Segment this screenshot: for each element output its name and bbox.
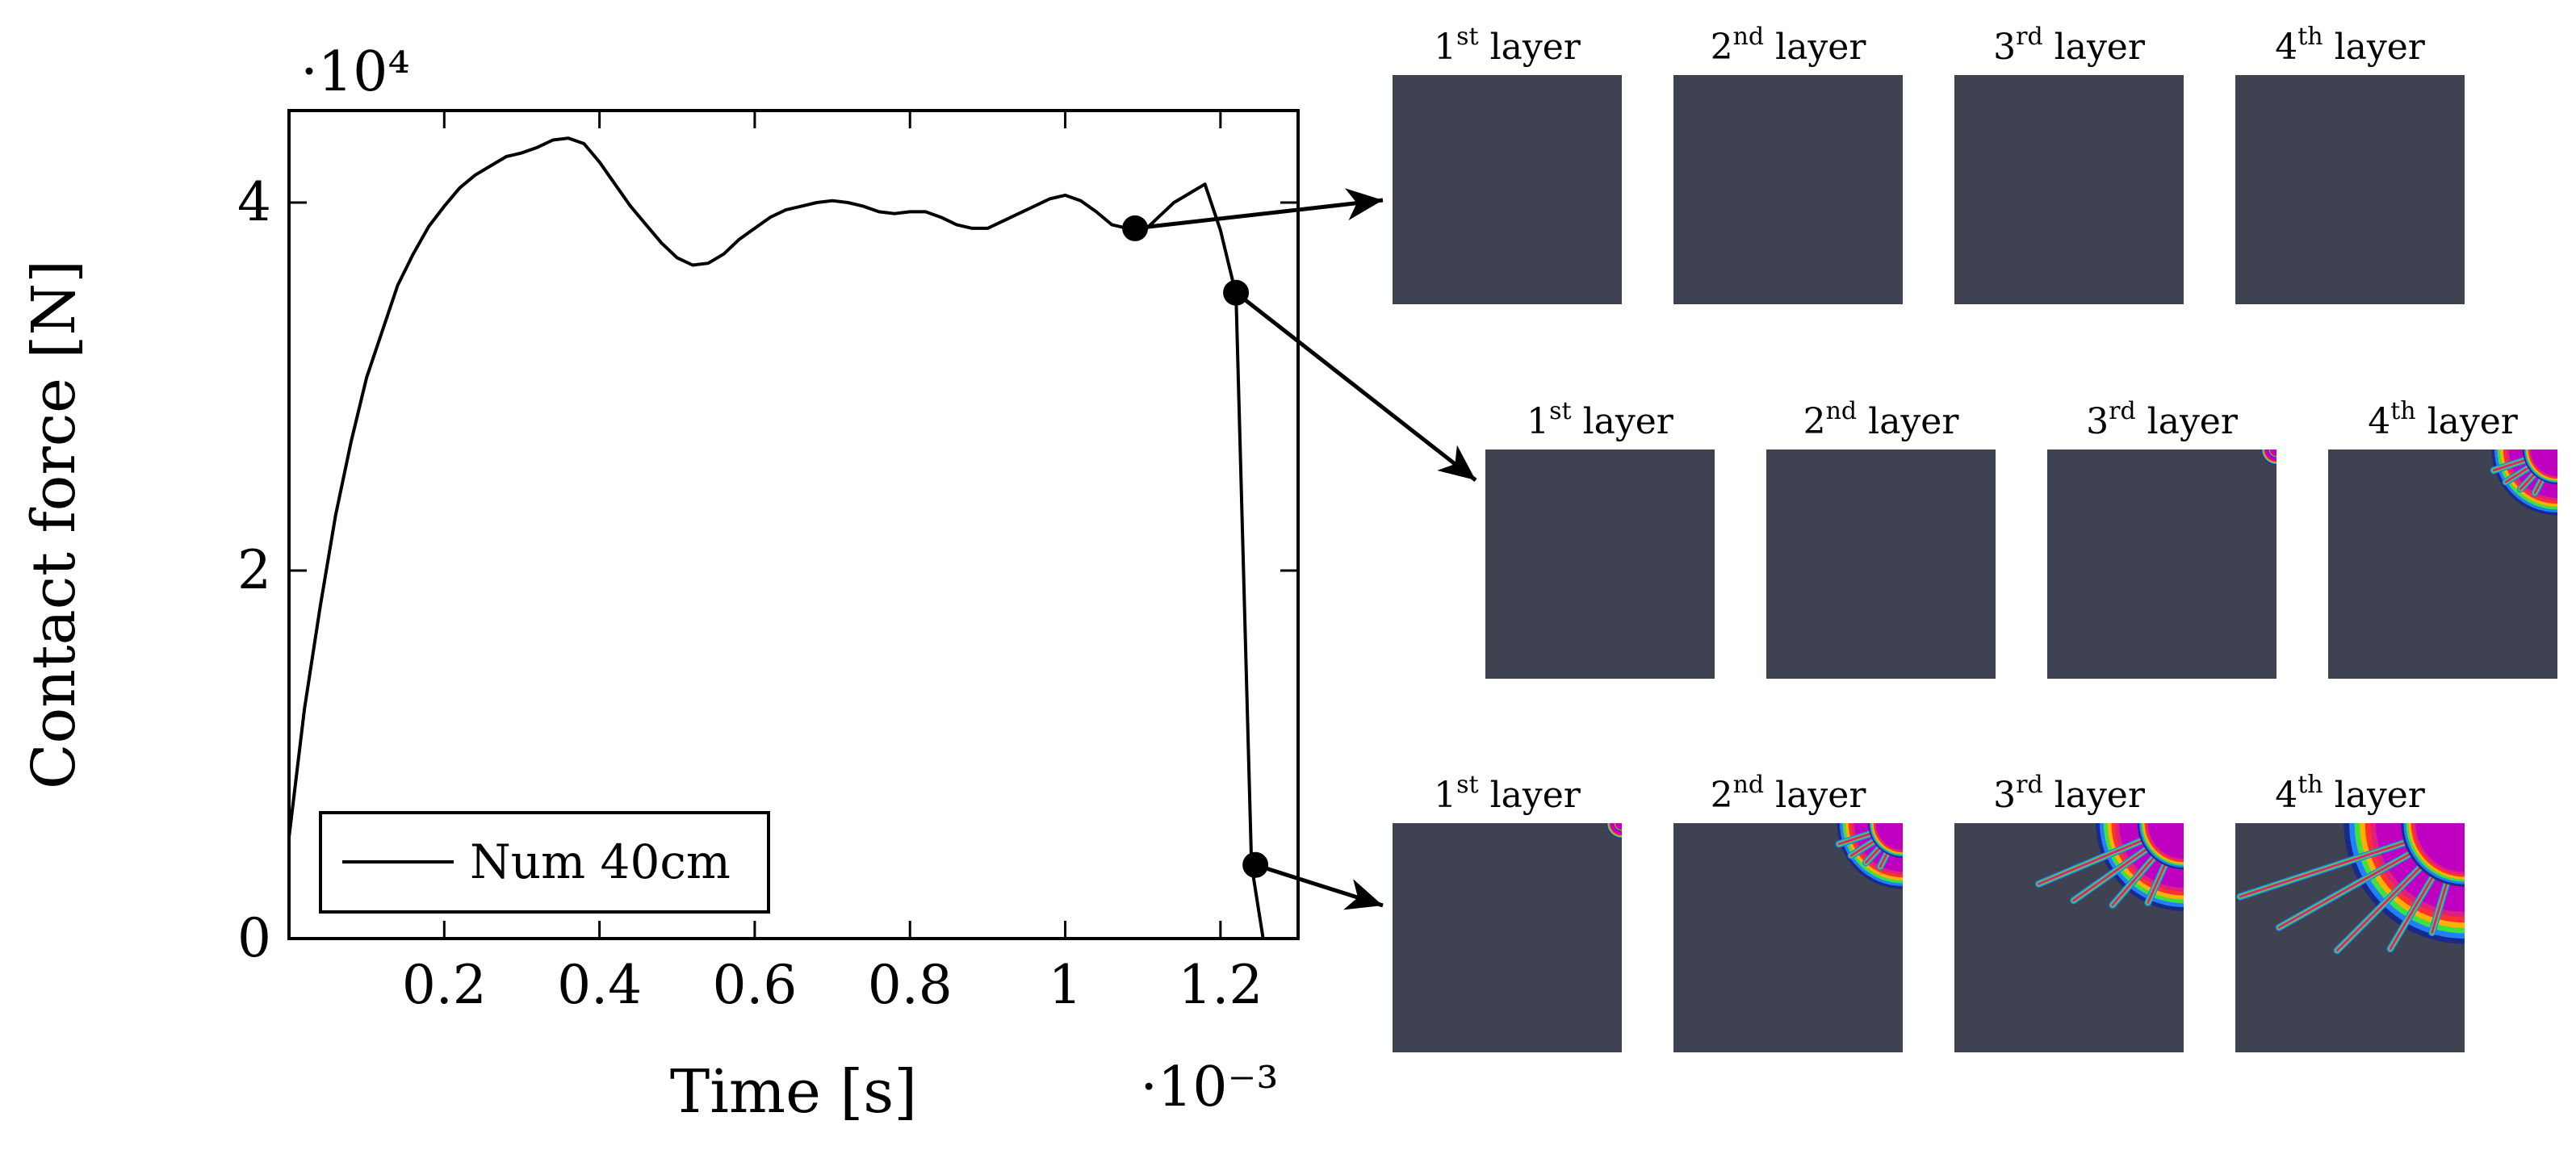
snapshot-arrow xyxy=(1254,863,1384,910)
y-axis-multiplier: ·10⁴ xyxy=(300,40,409,104)
layer-panel-background xyxy=(1393,75,1622,304)
snapshot-arrow xyxy=(1134,188,1384,231)
snapshot-arrows xyxy=(1134,188,1477,910)
damage-pattern xyxy=(2035,823,2184,911)
layer-panel: 2nd layer xyxy=(1673,23,1903,304)
snapshot-row-2: 1st layer 2nd layer 3rd layer 4th layer xyxy=(1485,397,2557,679)
snapshot-row-1: 1st layer 2nd layer 3rd layer 4th layer xyxy=(1393,23,2465,304)
layer-panel: 3rd layer xyxy=(1954,771,2184,1052)
layer-panel: 4th layer xyxy=(2235,23,2465,304)
damage-snapshots: 1st layer 2nd layer 3rd layer 4th layer1st … xyxy=(1393,23,2557,1052)
layer-panel: 3rd layer xyxy=(1954,23,2184,304)
layer-panel: 2nd layer xyxy=(1673,771,1903,1052)
contact-force-chart: 0 2 4 0.2 0.4 0.6 0.8 1 1.2 Contact force [N] T… xyxy=(19,40,1300,1127)
layer-panel: 4th layer xyxy=(2235,771,2465,1052)
snapshot-arrow xyxy=(1234,291,1477,482)
x-tick-label: 0.8 xyxy=(868,954,953,1016)
layer-panel-background xyxy=(1393,823,1622,1052)
x-tick-label: 0.4 xyxy=(557,954,642,1016)
x-tick-label: 0.2 xyxy=(402,954,487,1016)
x-axis-multiplier: ·10⁻³ xyxy=(1140,1056,1278,1119)
layer-panel-background xyxy=(2235,75,2465,304)
layer-panel-background xyxy=(1485,450,1715,679)
snapshot-row-3: 1st layer 2nd layer 3rd layer 4th layer xyxy=(1393,771,2465,1052)
series-line-num-40cm xyxy=(287,136,1265,939)
y-tick-label: 2 xyxy=(237,539,271,601)
layer-panel-title: 4th layer xyxy=(2368,397,2519,442)
layer-panel-title: 2nd layer xyxy=(1711,771,1867,816)
x-tick-label: 1 xyxy=(1049,954,1083,1016)
damage-pattern xyxy=(2236,823,2465,955)
y-tick-label: 4 xyxy=(237,171,271,233)
layer-panel-background xyxy=(1673,75,1903,304)
x-tick-label: 0.6 xyxy=(712,954,797,1016)
layer-panel-title: 4th layer xyxy=(2275,23,2426,68)
y-axis-ticks: 0 2 4 xyxy=(237,171,1298,969)
layer-panel-title: 3rd layer xyxy=(1993,23,2146,68)
damage-pattern xyxy=(2260,450,2277,466)
layer-panel-background xyxy=(2047,450,2277,679)
layer-panel-title: 1st layer xyxy=(1527,397,1674,442)
layer-panel-title: 2nd layer xyxy=(1803,397,1960,442)
y-tick-label: 0 xyxy=(237,907,271,969)
layer-panel-title: 2nd layer xyxy=(1711,23,1867,68)
x-axis-label: Time [s] xyxy=(670,1057,917,1127)
layer-panel-background xyxy=(1954,75,2184,304)
layer-panel: 2nd layer xyxy=(1766,397,1996,679)
layer-panel-title: 1st layer xyxy=(1434,771,1581,816)
layer-panel-title: 4th layer xyxy=(2275,771,2426,816)
layer-panel: 1st layer xyxy=(1393,23,1622,304)
x-tick-label: 1.2 xyxy=(1178,954,1263,1016)
damage-pattern xyxy=(2490,450,2557,516)
legend-entry-label: Num 40cm xyxy=(470,834,731,889)
damage-pattern xyxy=(1606,823,1622,839)
layer-panel: 1st layer xyxy=(1485,397,1715,679)
x-axis-ticks: 0.2 0.4 0.6 0.8 1 1.2 xyxy=(402,111,1263,1016)
legend: Num 40cm xyxy=(319,811,770,914)
layer-panel: 4th layer xyxy=(2328,397,2557,679)
damage-pattern xyxy=(1835,823,1903,889)
layer-panel-title: 3rd layer xyxy=(2086,397,2239,442)
layer-panel: 1st layer xyxy=(1393,771,1622,1052)
layer-panel-title: 3rd layer xyxy=(1993,771,2146,816)
y-axis-label: Contact force [N] xyxy=(19,260,89,789)
layer-panel: 3rd layer xyxy=(2047,397,2277,679)
layer-panel-background xyxy=(1766,450,1996,679)
layer-panel-title: 1st layer xyxy=(1434,23,1581,68)
series-markers xyxy=(1122,215,1269,878)
plot-frame xyxy=(287,109,1300,940)
